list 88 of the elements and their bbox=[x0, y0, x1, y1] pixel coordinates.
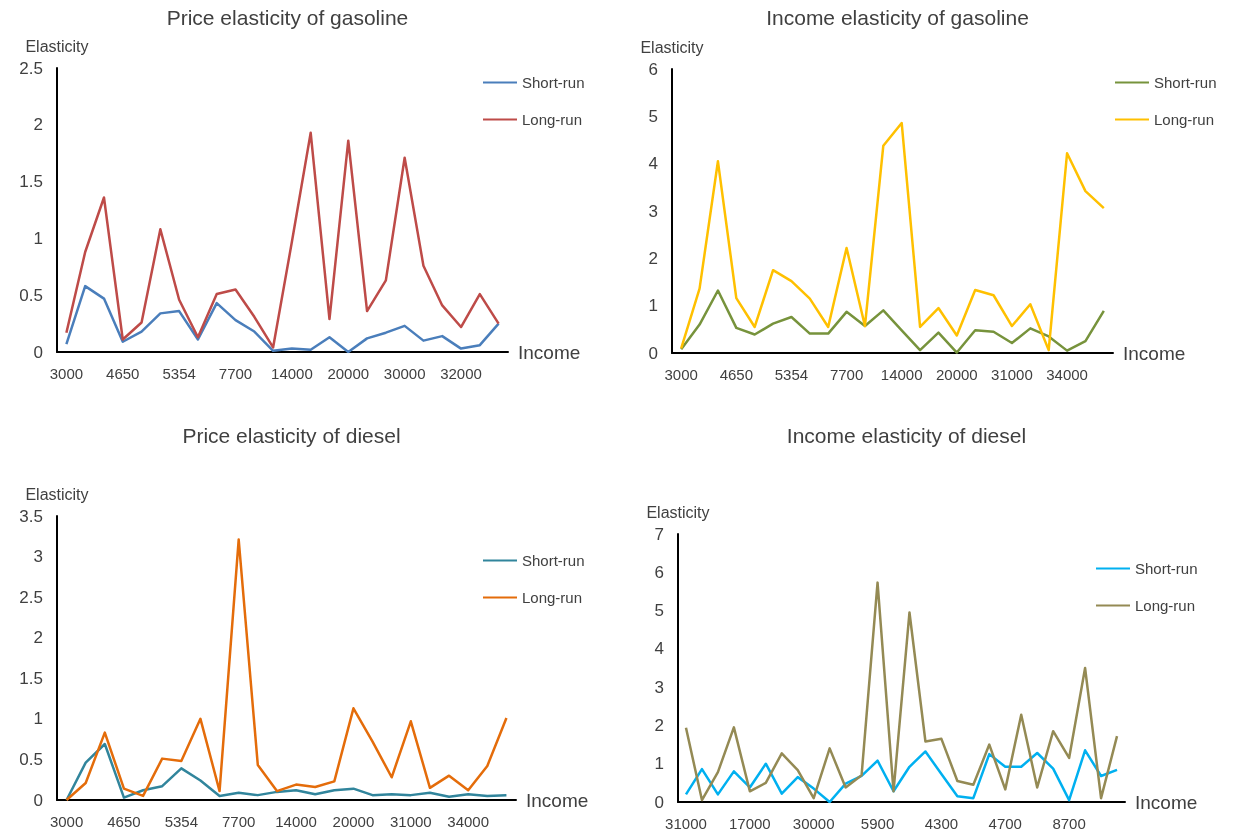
y-tick-label: 6 bbox=[648, 59, 658, 79]
x-tick-label: 34000 bbox=[447, 813, 490, 830]
y-tick-label: 1 bbox=[648, 296, 658, 316]
y-tick-label: 7 bbox=[654, 524, 664, 544]
y-tick-label: 4 bbox=[648, 154, 658, 174]
y-tick-label: 0 bbox=[654, 792, 664, 812]
x-tick-label: 34000 bbox=[1046, 366, 1088, 383]
y-tick-label: 1.5 bbox=[19, 172, 43, 192]
y-tick-label: 0.5 bbox=[19, 285, 43, 305]
chart-title: Income elasticity of diesel bbox=[786, 424, 1027, 447]
x-tick-label: 5900 bbox=[860, 815, 895, 832]
y-tick-label: 2 bbox=[654, 715, 664, 735]
x-axis-title: Income bbox=[1123, 342, 1186, 364]
x-tick-label: 32000 bbox=[440, 365, 482, 382]
legend-label: Long-run bbox=[1135, 597, 1196, 614]
y-tick-label: 1 bbox=[33, 228, 43, 248]
line-series bbox=[684, 581, 1119, 802]
y-tick-label: 1 bbox=[33, 709, 43, 729]
x-tick-label: 20000 bbox=[332, 813, 375, 830]
legend-label: Short-run bbox=[522, 74, 585, 91]
x-axis-title: Income bbox=[1135, 791, 1198, 813]
y-tick-label: 2 bbox=[648, 248, 658, 268]
y-tick-label: 2 bbox=[33, 628, 43, 648]
x-tick-label: 30000 bbox=[792, 815, 835, 832]
x-tick-label: 7700 bbox=[829, 366, 864, 383]
line-series bbox=[684, 749, 1119, 804]
x-tick-label: 7700 bbox=[222, 813, 256, 830]
x-tick-label: 5354 bbox=[774, 366, 809, 383]
x-tick-label: 5354 bbox=[162, 365, 196, 382]
line-series bbox=[679, 121, 1106, 352]
y-tick-label: 1.5 bbox=[19, 668, 43, 688]
y-tick-label: 3 bbox=[33, 547, 43, 567]
y-tick-label: 2.5 bbox=[19, 587, 43, 607]
x-tick-label: 7700 bbox=[218, 365, 253, 382]
y-tick-label: 6 bbox=[654, 562, 664, 582]
x-tick-label: 30000 bbox=[383, 365, 426, 382]
x-tick-label: 14000 bbox=[880, 366, 923, 383]
y-tick-label: 2 bbox=[33, 115, 43, 135]
y-tick-label: 0 bbox=[33, 342, 43, 362]
y-tick-label: 3 bbox=[654, 677, 664, 697]
line-series bbox=[65, 284, 500, 354]
x-tick-label: 3000 bbox=[49, 365, 84, 382]
y-tick-label: 5 bbox=[648, 106, 658, 126]
chart-title: Price elasticity of diesel bbox=[182, 424, 401, 447]
chart-title: Income elasticity of gasoline bbox=[766, 6, 1029, 29]
y-tick-label: 2.5 bbox=[19, 58, 43, 78]
x-axis-title: Income bbox=[526, 789, 589, 811]
x-tick-label: 14000 bbox=[275, 813, 317, 830]
x-tick-label: 17000 bbox=[728, 815, 771, 832]
x-tick-label: 4650 bbox=[719, 366, 753, 383]
x-tick-label: 4700 bbox=[988, 815, 1022, 832]
line-series bbox=[65, 742, 508, 802]
legend-label: Long-run bbox=[1154, 111, 1215, 128]
y-tick-label: 1 bbox=[654, 754, 664, 774]
x-axis-title: Income bbox=[518, 341, 581, 363]
x-tick-label: 31000 bbox=[389, 813, 432, 830]
y-axis-title: Elasticity bbox=[25, 485, 89, 503]
x-tick-label: 4650 bbox=[106, 365, 140, 382]
y-axis-title: Elasticity bbox=[646, 503, 710, 521]
x-tick-label: 8700 bbox=[1052, 815, 1086, 832]
x-tick-label: 31000 bbox=[665, 815, 707, 832]
x-tick-label: 4300 bbox=[924, 815, 959, 832]
y-tick-label: 0 bbox=[648, 343, 658, 363]
legend-label: Long-run bbox=[522, 589, 583, 606]
legend-label: Short-run bbox=[1154, 74, 1217, 91]
y-tick-label: 0 bbox=[33, 790, 43, 810]
legend-label: Short-run bbox=[1135, 560, 1198, 577]
x-tick-label: 4650 bbox=[107, 813, 141, 830]
y-tick-label: 5 bbox=[654, 601, 664, 621]
x-tick-label: 20000 bbox=[327, 365, 370, 382]
y-tick-label: 3.5 bbox=[19, 506, 43, 526]
legend-label: Short-run bbox=[522, 552, 585, 569]
x-tick-label: 20000 bbox=[935, 366, 978, 383]
x-tick-label: 3000 bbox=[49, 813, 84, 830]
x-tick-label: 3000 bbox=[664, 366, 698, 383]
y-axis-title: Elasticity bbox=[25, 37, 89, 55]
line-series bbox=[65, 538, 508, 802]
chart-title: Price elasticity of gasoline bbox=[166, 6, 409, 29]
x-tick-label: 14000 bbox=[271, 365, 313, 382]
y-axis-title: Elasticity bbox=[640, 38, 704, 56]
line-series bbox=[679, 289, 1106, 354]
x-tick-label: 5354 bbox=[164, 813, 198, 830]
y-tick-label: 0.5 bbox=[19, 749, 43, 769]
x-tick-label: 31000 bbox=[991, 366, 1033, 383]
y-tick-label: 3 bbox=[648, 201, 658, 221]
y-tick-label: 4 bbox=[654, 639, 664, 659]
line-series bbox=[65, 131, 500, 349]
legend-label: Long-run bbox=[522, 111, 583, 128]
